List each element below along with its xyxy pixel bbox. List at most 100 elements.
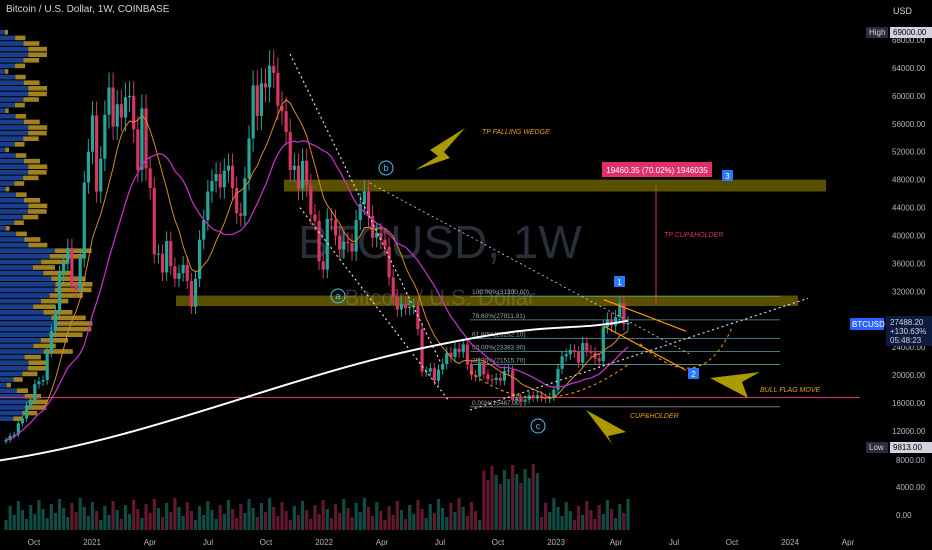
- volume-profile-bar-up: [0, 338, 41, 343]
- candle-body: [309, 185, 313, 215]
- volume-profile-bar-down: [40, 298, 69, 304]
- volume-profile-bar-up: [0, 80, 24, 85]
- volume-bar: [581, 515, 585, 530]
- candle-body: [214, 174, 218, 182]
- volume-profile-bar-up: [0, 254, 50, 259]
- volume-bar: [321, 500, 325, 530]
- candle-body: [544, 397, 548, 399]
- candle-body: [74, 284, 78, 290]
- candle-body: [33, 384, 37, 401]
- volume-profile-bar-up: [0, 158, 24, 164]
- volume-profile-bar-up: [0, 315, 52, 321]
- volume-bar: [399, 510, 404, 530]
- x-tick: Oct: [492, 538, 505, 547]
- volume-profile-bar-up: [0, 332, 50, 337]
- x-tick: 2022: [315, 538, 333, 547]
- volume-profile-bar-up: [0, 58, 24, 63]
- volume-profile-bar-up: [0, 198, 25, 203]
- cup-arc: [469, 364, 629, 399]
- volume-profile-bar-down: [24, 394, 42, 399]
- volume-profile-bar-up: [0, 237, 25, 242]
- volume-bar: [309, 519, 313, 530]
- volume-profile-bar-down: [24, 237, 41, 242]
- current-price: 27488.20: [890, 318, 924, 327]
- candle-body: [424, 371, 428, 373]
- volume-tick: 0.00: [896, 511, 912, 520]
- candle-body: [37, 381, 41, 385]
- volume-profile-bar-up: [0, 371, 23, 377]
- volume-bar: [86, 516, 90, 530]
- volume-profile-bar-down: [41, 259, 69, 265]
- volume-profile-bar-up: [0, 298, 41, 304]
- volume-profile-bar-down: [55, 282, 93, 287]
- candle-body: [181, 264, 185, 274]
- candle-body: [568, 350, 572, 355]
- volume-bar: [78, 498, 82, 530]
- symbol-header[interactable]: Bitcoin / U.S. Dollar, 1W, COINBASE: [6, 4, 170, 15]
- volume-profile-bar-down: [15, 114, 27, 119]
- candle-body: [305, 160, 309, 186]
- volume-bar: [218, 505, 222, 530]
- candle-body: [560, 356, 564, 369]
- volume-bar: [62, 508, 66, 530]
- volume-profile-bar-up: [0, 52, 29, 57]
- high-value-tag: [890, 27, 932, 38]
- volume-profile-bar-up: [0, 304, 34, 309]
- watermark-ticker: BTCUSD, 1W: [298, 216, 582, 268]
- volume-profile-bar-down: [43, 270, 73, 276]
- volume-profile-bar-down: [28, 52, 47, 57]
- candle-body: [185, 264, 189, 281]
- volume-bar: [515, 474, 519, 530]
- candle-body: [511, 370, 515, 401]
- candle-body: [581, 343, 585, 363]
- candle-body: [416, 306, 420, 330]
- x-tick: Apr: [376, 538, 389, 547]
- volume-profile-bar-down: [54, 287, 92, 293]
- volume-profile-bar-down: [16, 388, 29, 393]
- volume-bar: [268, 498, 272, 530]
- candle-body: [218, 174, 222, 188]
- candle-body: [148, 168, 152, 189]
- volume-profile-bar-up: [0, 377, 14, 382]
- volume-bar: [103, 506, 107, 530]
- candle-body: [268, 65, 272, 88]
- candle-body: [41, 380, 45, 382]
- tp-zone-upper: [284, 179, 826, 192]
- volume-bar: [45, 518, 49, 530]
- volume-profile-bar-up: [0, 242, 29, 248]
- volume-bar: [626, 499, 630, 530]
- price-tick: 24000.00: [892, 343, 926, 352]
- volume-bar: [263, 512, 268, 530]
- price-tick: 16000.00: [892, 399, 926, 408]
- candle-body: [350, 243, 354, 252]
- candle-body: [399, 303, 404, 310]
- volume-bar: [338, 513, 342, 530]
- volume-bar: [346, 508, 350, 530]
- price-tick: 36000.00: [892, 259, 926, 268]
- volume-profile-bar-down: [23, 80, 40, 85]
- volume-bar: [432, 513, 436, 530]
- volume-profile-bar-down: [5, 147, 10, 153]
- candle-body: [127, 95, 132, 98]
- volume-profile-bar-up: [0, 326, 55, 332]
- volume-profile-bar-down: [23, 119, 40, 125]
- volume-bar: [469, 502, 474, 530]
- candle-body: [300, 160, 305, 189]
- candle-body: [259, 83, 263, 117]
- volume-bar: [387, 506, 391, 530]
- volume-bar: [235, 518, 239, 530]
- label-tp-cupholder: TP CUP&HOLDER: [664, 232, 723, 239]
- candle-body: [99, 158, 103, 192]
- volume-bar: [222, 514, 226, 530]
- volume-profile-bar-up: [0, 382, 7, 388]
- volume-profile-bar-up: [0, 63, 16, 69]
- candle-body: [354, 220, 358, 252]
- volume-bar: [494, 475, 498, 530]
- candle-body: [4, 440, 8, 442]
- volume-bar: [449, 503, 453, 530]
- candle-body: [230, 165, 235, 189]
- candle-body: [539, 395, 544, 398]
- volume-profile-bar-down: [28, 242, 48, 248]
- current-change: +130.63%: [890, 327, 926, 336]
